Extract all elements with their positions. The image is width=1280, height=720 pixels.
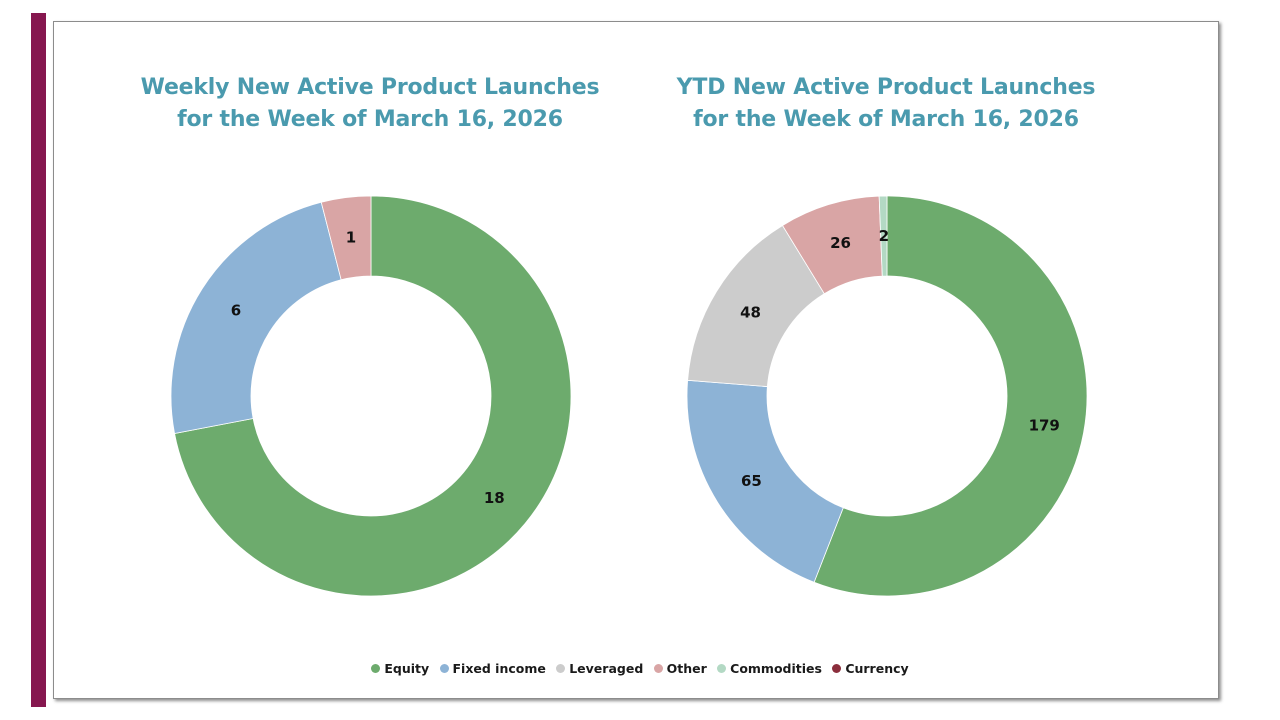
legend-dot-equity	[371, 664, 381, 673]
slice-other	[320, 195, 372, 281]
data-label-equity: 179	[1029, 417, 1060, 435]
legend-item-leveraged: Leveraged	[556, 661, 643, 676]
legend-item-other: Other	[653, 661, 707, 676]
slice-equity	[174, 195, 572, 597]
slice-fixed-income	[686, 379, 844, 583]
legend-label-equity: Equity	[384, 661, 430, 676]
legend-label-other: Other	[666, 661, 707, 676]
legend: Equity Fixed income Leveraged Other Comm…	[0, 661, 1280, 676]
legend-label-commodities: Commodities	[730, 661, 822, 676]
data-label-leveraged: 48	[740, 303, 761, 321]
ytd-donut: 179 65 48 26 2	[686, 195, 1088, 597]
weekly-title-line-2: for the Week of March 16, 2026	[177, 107, 563, 132]
legend-item-equity: Equity	[371, 661, 429, 676]
ytd-chart-title: YTD New Active Product Launches for the …	[626, 72, 1146, 136]
data-label-fixed-income: 6	[231, 301, 241, 319]
legend-item-commodities: Commodities	[717, 661, 822, 676]
data-label-fixed-income: 65	[741, 472, 762, 490]
legend-label-leveraged: Leveraged	[569, 661, 644, 676]
accent-bar	[31, 13, 46, 707]
weekly-title-line-1: Weekly New Active Product Launches	[140, 75, 600, 100]
data-label-equity: 18	[484, 489, 505, 507]
legend-dot-leveraged	[556, 664, 566, 673]
weekly-chart-title: Weekly New Active Product Launches for t…	[110, 72, 630, 136]
data-label-other: 1	[346, 228, 356, 246]
legend-dot-fixed-income	[439, 664, 449, 673]
data-label-other: 26	[830, 234, 851, 252]
slice-fixed-income	[170, 201, 342, 434]
legend-item-currency: Currency	[832, 661, 909, 676]
legend-item-fixed-income: Fixed income	[439, 661, 546, 676]
legend-label-fixed-income: Fixed income	[452, 661, 546, 676]
ytd-title-line-2: for the Week of March 16, 2026	[693, 107, 1079, 132]
slice-equity	[813, 195, 1088, 597]
legend-dot-currency	[832, 664, 842, 673]
legend-label-currency: Currency	[845, 661, 909, 676]
slice-commodities	[878, 195, 888, 277]
legend-dot-commodities	[717, 664, 727, 673]
legend-dot-other	[653, 664, 663, 673]
data-label-commodities: 2	[879, 227, 889, 245]
ytd-title-line-1: YTD New Active Product Launches	[676, 75, 1096, 100]
